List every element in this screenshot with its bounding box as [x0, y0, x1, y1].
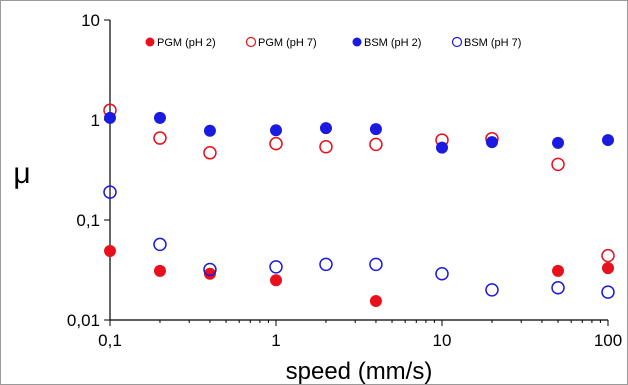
data-point-series-3 [153, 111, 166, 124]
data-point-series-4 [153, 237, 167, 252]
x-tick-labels: 0,1 1 10 100 [98, 331, 622, 350]
legend-marker [245, 36, 257, 48]
data-point-series-2 [319, 140, 333, 154]
data-point-series-2 [203, 146, 217, 160]
data-point-series-3 [436, 141, 448, 154]
data-point-series-4 [601, 285, 615, 299]
data-point-series-4 [269, 260, 283, 274]
data-point-series-2 [369, 137, 383, 152]
legend-label: PGM (pH 7) [258, 37, 317, 49]
data-point-series-3 [203, 124, 216, 137]
x-axis-title: speed (mm/s) [286, 358, 433, 385]
data-point-series-2 [269, 136, 283, 151]
data-point-series-2 [601, 248, 615, 263]
y-axis-title: μ [13, 157, 30, 190]
data-point-series-1 [270, 274, 282, 287]
y-tick-label: 10 [81, 11, 100, 30]
y-tick-label: 1 [91, 111, 100, 130]
y-tick-label: 0,01 [67, 311, 100, 330]
data-point-series-1 [552, 264, 565, 277]
data-point-series-3 [270, 124, 282, 137]
data-point-series-1 [602, 262, 614, 275]
axes [109, 20, 608, 321]
data-points [103, 103, 615, 307]
legend: PGM (pH 2) PGM (pH 7) BSM (pH 2) BSM (pH 7) [145, 36, 521, 49]
data-point-series-2 [551, 157, 565, 172]
data-point-series-2 [153, 131, 167, 145]
data-point-series-4 [319, 257, 333, 272]
legend-label: BSM (pH 7) [464, 37, 521, 49]
legend-marker [451, 36, 463, 48]
data-point-series-1 [104, 244, 116, 257]
legend-marker [352, 37, 362, 47]
data-point-series-3 [369, 123, 382, 136]
data-point-series-1 [369, 294, 382, 307]
data-point-series-4 [103, 185, 117, 199]
legend-marker [145, 37, 155, 47]
data-point-series-4 [369, 257, 383, 272]
y-tick-label: 0,1 [76, 211, 100, 230]
x-tick-label: 10 [433, 331, 452, 350]
data-point-series-1 [203, 267, 216, 280]
x-tick-label: 100 [594, 331, 622, 350]
data-point-series-3 [602, 134, 614, 147]
y-tick-labels: 0,01 0,1 1 10 [67, 11, 100, 330]
legend-label: BSM (pH 2) [364, 37, 421, 49]
data-point-series-4 [551, 281, 565, 295]
data-point-series-3 [104, 111, 116, 124]
data-point-series-1 [153, 264, 166, 277]
data-point-series-4 [485, 283, 499, 297]
data-point-series-3 [552, 136, 565, 149]
data-point-series-4 [203, 262, 217, 277]
axis-ticks [104, 19, 609, 326]
legend-label: PGM (pH 2) [157, 37, 216, 49]
data-point-series-3 [319, 122, 332, 135]
data-point-series-4 [435, 267, 449, 281]
x-tick-label: 1 [271, 331, 280, 350]
x-tick-label: 0,1 [98, 331, 122, 350]
data-point-series-3 [485, 136, 498, 149]
